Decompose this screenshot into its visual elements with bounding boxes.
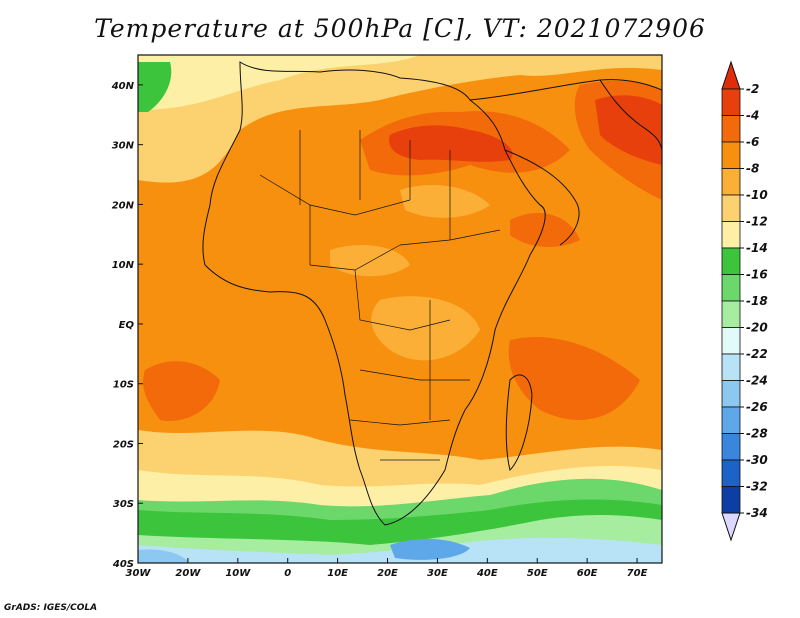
colorbar-swatch <box>721 459 741 487</box>
lat-tick-label: 20S <box>113 439 134 450</box>
colorbar-label: -14 <box>746 241 768 255</box>
temperature-field <box>138 55 662 563</box>
colorbar-label: -10 <box>746 188 768 202</box>
colorbar-swatch <box>721 380 741 408</box>
lat-tick-label: EQ <box>119 320 135 331</box>
colorbar-swatch <box>721 274 741 302</box>
colorbar-label: -32 <box>746 480 768 494</box>
lon-tick-label: 60E <box>577 568 598 579</box>
colorbar-swatch <box>721 221 741 249</box>
colorbar-label: -4 <box>746 109 759 123</box>
page-title: Temperature at 500hPa [C], VT: 202107290… <box>94 14 706 43</box>
colorbar-swatch <box>721 194 741 222</box>
lon-tick-label: 10E <box>327 568 348 579</box>
colorbar-label: -30 <box>746 453 768 467</box>
colorbar-swatch <box>721 141 741 169</box>
lat-tick-label: 30S <box>113 499 134 510</box>
colorbar-swatch <box>721 247 741 275</box>
footer-credit: GrADS: IGES/COLA <box>4 603 98 613</box>
map-border <box>137 54 663 564</box>
lon-tick-label: 30W <box>126 568 152 579</box>
lon-tick-label: 50E <box>527 568 548 579</box>
colorbar-swatch <box>721 168 741 196</box>
latitude-axis: 40N 30N 20N 10N EQ 10S 20S 30S 40S <box>111 81 143 570</box>
lat-tick-label: 10S <box>113 380 134 391</box>
lon-tick-label: 10W <box>225 568 251 579</box>
colorbar-top-arrow <box>721 60 741 90</box>
lat-tick-label: 40S <box>112 559 134 570</box>
colorbar-label: -16 <box>746 268 768 282</box>
colorbar-swatch <box>721 88 741 116</box>
colorbar-swatch <box>721 300 741 328</box>
colorbar-label: -18 <box>746 294 768 308</box>
colorbar: -2 -4 -6 -8 -10 -12 -14 -16 -18 -20 -22 -24 -26 -28 -3… <box>721 60 768 542</box>
lat-tick-label: 40N <box>111 81 135 92</box>
colorbar-swatch <box>721 486 741 514</box>
colorbar-label: -28 <box>746 427 768 441</box>
lon-tick-label: 70E <box>627 568 648 579</box>
lat-tick-label: 10N <box>112 260 135 271</box>
colorbar-label: -8 <box>746 162 759 176</box>
colorbar-swatch <box>721 353 741 381</box>
colorbar-label: -20 <box>746 321 768 335</box>
lat-tick-label: 30N <box>112 141 135 152</box>
colorbar-label: -26 <box>746 400 768 414</box>
country-borders <box>259 130 501 461</box>
lon-tick-label: 30E <box>427 568 448 579</box>
colorbar-label: -24 <box>746 374 768 388</box>
lon-tick-label: 20W <box>175 568 201 579</box>
colorbar-label: -2 <box>746 82 759 96</box>
colorbar-label: -34 <box>746 506 768 520</box>
lat-tick-label: 20N <box>112 200 135 211</box>
colorbar-label: -12 <box>746 215 768 229</box>
lon-tick-label: 20E <box>377 568 398 579</box>
lon-tick-label: 0 <box>284 568 291 579</box>
colorbar-bottom-arrow <box>721 512 741 542</box>
colorbar-label: -6 <box>746 135 759 149</box>
colorbar-label: -22 <box>746 347 768 361</box>
lon-tick-label: 40E <box>476 568 498 579</box>
colorbar-swatch <box>721 406 741 434</box>
coastlines <box>202 61 662 526</box>
colorbar-swatch <box>721 115 741 143</box>
colorbar-swatch <box>721 433 741 461</box>
longitude-axis: 30W 20W 10W 0 10E 20E 30E 40E 50E 60E 70E <box>126 558 648 579</box>
colorbar-swatch <box>721 327 741 355</box>
